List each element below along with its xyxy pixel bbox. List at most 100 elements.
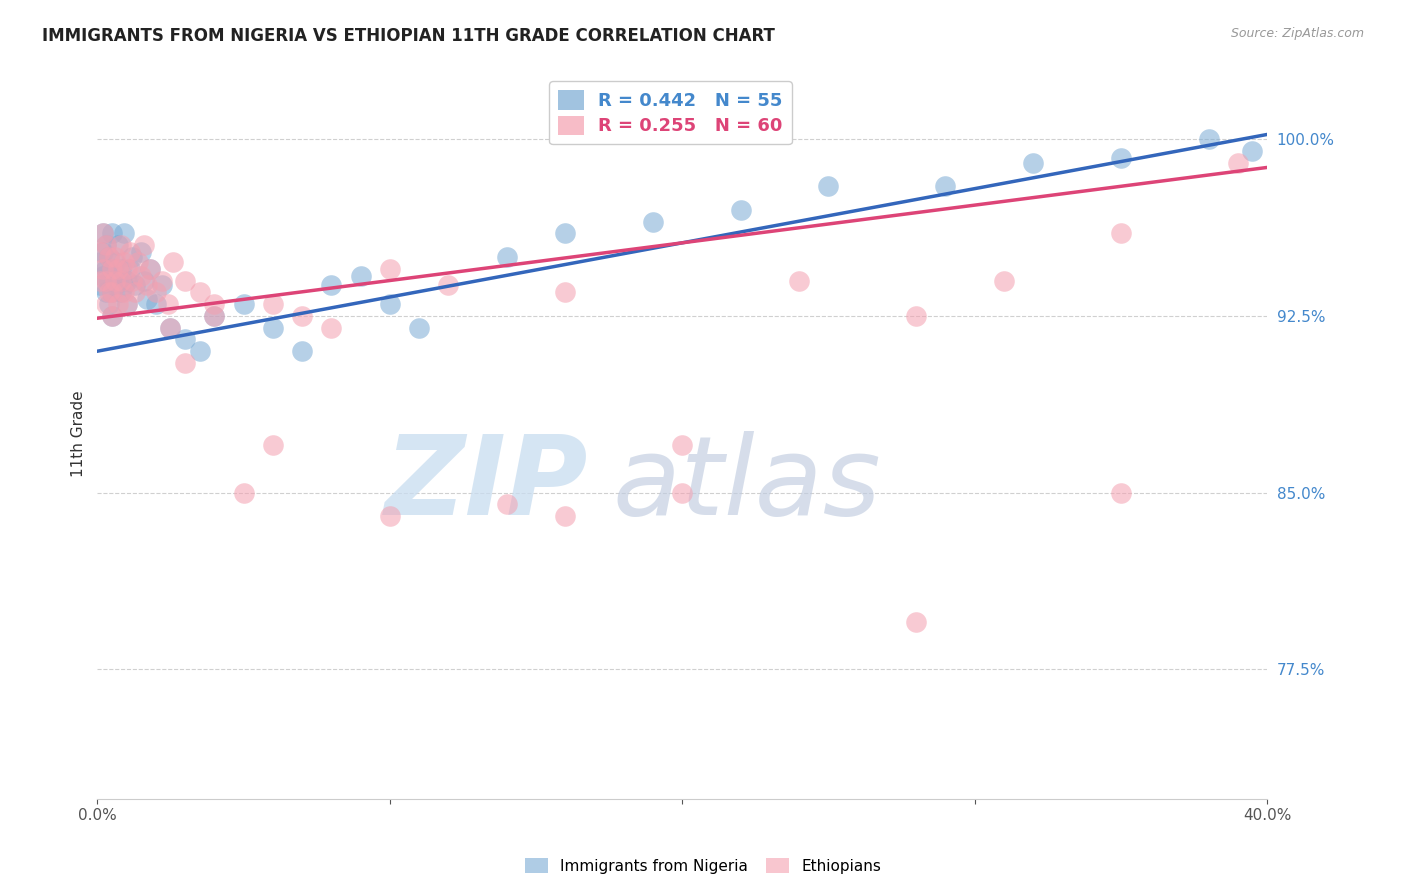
Point (262, 320, 284, 334)
Point (905, 309, 928, 323)
Point (1226, 155, 1249, 169)
Point (554, 227, 576, 241)
Point (437, 278, 460, 293)
Point (378, 297, 401, 311)
Point (91, 245, 114, 260)
Point (89, 278, 111, 293)
Point (145, 285, 167, 300)
Point (110, 238, 132, 252)
Point (101, 285, 124, 300)
Point (174, 356, 197, 370)
Point (129, 268, 152, 283)
Point (1109, 151, 1132, 165)
Point (104, 278, 127, 293)
Point (112, 285, 135, 300)
Point (787, 273, 810, 287)
Point (1109, 227, 1132, 241)
Point (174, 333, 197, 347)
Point (150, 273, 173, 287)
Text: Source: ZipAtlas.com: Source: ZipAtlas.com (1230, 27, 1364, 40)
Point (124, 278, 146, 293)
Point (112, 254, 135, 268)
Point (98, 297, 121, 311)
Point (321, 320, 343, 334)
Point (232, 485, 254, 500)
Point (134, 238, 156, 252)
Point (139, 261, 162, 276)
Point (730, 202, 752, 217)
Point (159, 320, 181, 334)
Point (159, 320, 181, 334)
Point (89, 254, 111, 268)
Point (150, 278, 173, 293)
Point (91, 261, 114, 276)
Point (91, 227, 114, 241)
Point (104, 254, 127, 268)
Point (817, 179, 839, 194)
Point (495, 497, 517, 511)
Point (1198, 132, 1220, 146)
Point (101, 227, 124, 241)
Point (129, 245, 152, 260)
Point (91, 268, 114, 283)
Point (112, 278, 135, 293)
Point (1241, 144, 1264, 158)
Point (104, 250, 127, 264)
Point (321, 278, 343, 293)
Point (202, 309, 225, 323)
Point (262, 438, 284, 452)
Point (124, 285, 146, 300)
Point (101, 285, 124, 300)
Point (1109, 485, 1132, 500)
Point (89, 245, 111, 260)
Point (118, 261, 141, 276)
Point (127, 254, 149, 268)
Point (94, 273, 117, 287)
Point (291, 344, 314, 359)
Point (107, 238, 129, 252)
Point (671, 485, 693, 500)
Point (202, 309, 225, 323)
Point (378, 509, 401, 524)
Legend: R = 0.442   N = 55, R = 0.255   N = 60: R = 0.442 N = 55, R = 0.255 N = 60 (550, 81, 792, 145)
Point (136, 293, 159, 307)
Point (495, 250, 517, 264)
Point (1022, 155, 1045, 169)
Point (134, 273, 156, 287)
Point (993, 273, 1015, 287)
Point (94, 297, 117, 311)
Point (94, 261, 117, 276)
Point (98, 250, 121, 264)
Legend: Immigrants from Nigeria, Ethiopians: Immigrants from Nigeria, Ethiopians (519, 852, 887, 880)
Point (188, 285, 211, 300)
Text: IMMIGRANTS FROM NIGERIA VS ETHIOPIAN 11TH GRADE CORRELATION CHART: IMMIGRANTS FROM NIGERIA VS ETHIOPIAN 11T… (42, 27, 775, 45)
Point (115, 261, 138, 276)
Point (115, 273, 138, 287)
Point (110, 285, 132, 300)
Point (101, 309, 124, 323)
Point (554, 285, 576, 300)
Point (107, 261, 129, 276)
Point (188, 344, 211, 359)
Point (162, 254, 184, 268)
Text: ZIP: ZIP (385, 431, 589, 538)
Point (115, 297, 138, 311)
Point (378, 261, 401, 276)
Point (104, 273, 127, 287)
Point (145, 297, 167, 311)
Text: atlas: atlas (612, 431, 880, 538)
Point (121, 250, 143, 264)
Point (94, 238, 117, 252)
Point (98, 250, 121, 264)
Point (174, 273, 197, 287)
Point (156, 297, 179, 311)
Point (139, 261, 162, 276)
Point (232, 297, 254, 311)
Point (118, 245, 141, 260)
Point (101, 309, 124, 323)
Point (349, 268, 371, 283)
Point (291, 309, 314, 323)
Point (94, 238, 117, 252)
Point (202, 297, 225, 311)
Point (91, 227, 114, 241)
